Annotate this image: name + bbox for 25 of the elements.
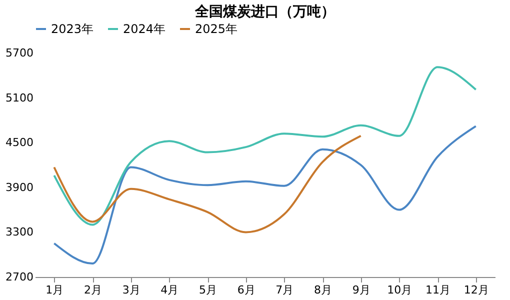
x-tick-label: 10月 <box>387 284 412 296</box>
x-tick-label: 8月 <box>314 284 332 296</box>
x-tick-label: 4月 <box>160 284 179 296</box>
chart-title: 全国煤炭进口（万吨） <box>194 4 335 20</box>
y-tick-label: 2700 <box>6 270 34 284</box>
line-series <box>53 66 477 226</box>
line-series <box>53 125 477 265</box>
legend-label: 2024年 <box>123 22 166 36</box>
y-tick-label: 3300 <box>6 226 34 239</box>
x-tick-label: 5月 <box>199 284 217 296</box>
legend-label: 2025年 <box>195 22 238 36</box>
x-tick-label: 3月 <box>122 284 140 296</box>
y-tick-label: 5100 <box>6 91 34 104</box>
x-tick-label: 12月 <box>464 284 489 296</box>
y-tick-label: 3900 <box>6 180 34 194</box>
x-tick-label: 2月 <box>84 284 102 296</box>
y-tick-label: 4500 <box>6 136 34 150</box>
line-series <box>53 134 362 234</box>
x-tick-label: 7月 <box>276 284 294 296</box>
legend-label: 2023年 <box>51 22 94 36</box>
x-tick-label: 6月 <box>237 284 256 296</box>
y-tick-label: 5700 <box>6 46 34 60</box>
x-tick-label: 9月 <box>352 284 370 296</box>
x-tick-label: 1月 <box>46 284 64 296</box>
x-tick-label: 11月 <box>426 284 450 296</box>
